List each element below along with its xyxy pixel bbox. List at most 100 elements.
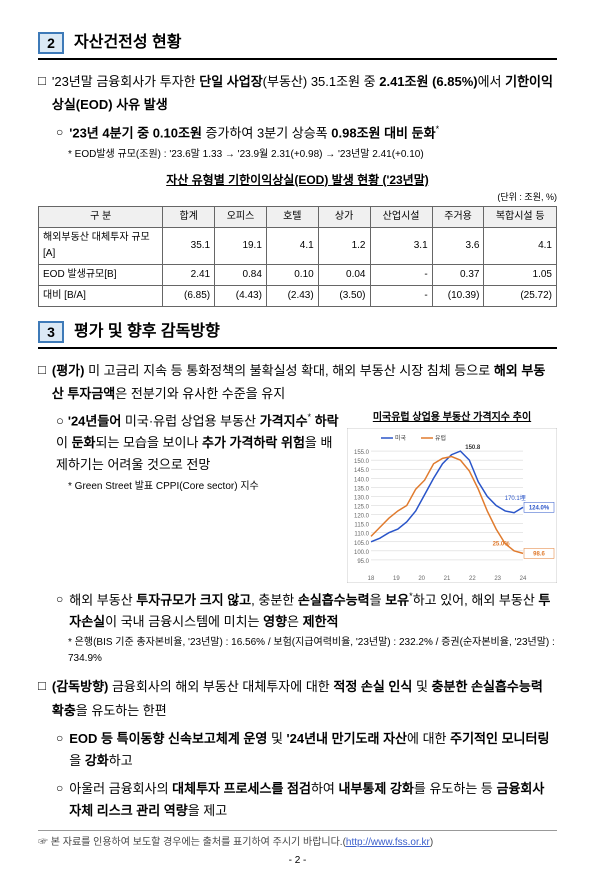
text-bold: 가격지수 bbox=[260, 413, 308, 428]
svg-text:23: 23 bbox=[494, 576, 501, 582]
svg-text:98.6: 98.6 bbox=[533, 551, 545, 557]
svg-text:18: 18 bbox=[368, 576, 375, 582]
text: 을 제고 bbox=[188, 803, 228, 818]
table-header: 오피스 bbox=[215, 207, 267, 228]
square-bullet-icon: □ bbox=[38, 359, 46, 406]
text-bold: 하락 bbox=[311, 413, 339, 428]
table-unit: (단위 : 조원, %) bbox=[38, 190, 557, 204]
table-cell: 1.05 bbox=[484, 265, 557, 286]
text: , 충분한 bbox=[251, 592, 298, 607]
text: 하여 bbox=[311, 781, 339, 796]
table-cell: (25.72) bbox=[484, 286, 557, 307]
text: 금융회사의 해외 부동산 대체투자에 대한 bbox=[108, 679, 333, 694]
svg-text:미국: 미국 bbox=[395, 434, 407, 442]
text: 되는 모습을 보이나 bbox=[96, 435, 203, 450]
text: 에 대한 bbox=[407, 731, 450, 746]
table-cell: - bbox=[370, 265, 432, 286]
section-2-header: 2 자산건전성 현황 bbox=[38, 30, 557, 60]
text: 에서 bbox=[478, 74, 506, 89]
table-cell: 3.1 bbox=[370, 228, 432, 265]
circle-bullet-icon: ○ bbox=[56, 413, 64, 428]
table-cell: 1.2 bbox=[318, 228, 370, 265]
table-cell: 35.1 bbox=[163, 228, 215, 265]
footer-text: ☞ 본 자료를 인용하여 보도할 경우에는 출처를 표기하여 주시기 바랍니다.… bbox=[38, 837, 346, 848]
svg-text:25.0%: 25.0% bbox=[493, 541, 511, 547]
table-cell: 4.1 bbox=[266, 228, 318, 265]
text-bold: 투자규모가 크지 않고 bbox=[136, 592, 251, 607]
text-bold: 손실흡수능력 bbox=[298, 592, 370, 607]
square-bullet-icon: □ bbox=[38, 675, 46, 722]
text: 및 bbox=[412, 679, 431, 694]
text-bold: 둔화 bbox=[72, 435, 96, 450]
text-bold: 대체투자 프로세스를 점검 bbox=[172, 781, 311, 796]
table-cell: 0.04 bbox=[318, 265, 370, 286]
table-row: 해외부동산 대체투자 규모[A]35.119.14.11.23.13.64.1 bbox=[39, 228, 557, 265]
text-bold: 0.98조원 대비 둔화 bbox=[331, 126, 435, 141]
text: '23년말 금융회사가 투자한 bbox=[52, 74, 199, 89]
text-bold: 적정 손실 인식 bbox=[333, 679, 412, 694]
svg-text:150.0: 150.0 bbox=[354, 459, 370, 465]
text: (부동산) 35.1조원 중 bbox=[263, 74, 380, 89]
s3-paragraph-1: □ (평가) 미 고금리 지속 등 통화정책의 불확실성 확대, 해외 부동산 … bbox=[38, 359, 557, 406]
text: 를 유도하는 등 bbox=[414, 781, 497, 796]
text-bold: 제한적 bbox=[303, 614, 339, 629]
text: 을 bbox=[69, 753, 85, 768]
svg-text:150.8: 150.8 bbox=[465, 445, 481, 451]
svg-text:105.0: 105.0 bbox=[354, 541, 370, 547]
text-bold: (평가) bbox=[52, 363, 85, 378]
s2-sub-1: ○ '23년 4분기 중 0.10조원 증가하여 3분기 상승폭 0.98조원 … bbox=[56, 122, 557, 144]
chart-note: * Green Street 발표 CPPI(Core sector) 지수 bbox=[68, 478, 339, 495]
svg-text:110.0: 110.0 bbox=[354, 531, 369, 537]
text: 미국·유럽 상업용 부동산 bbox=[121, 413, 259, 428]
svg-text:145.0: 145.0 bbox=[354, 468, 370, 474]
table-header: 상가 bbox=[318, 207, 370, 228]
text-bold: 강화 bbox=[85, 753, 109, 768]
section-3-number: 3 bbox=[38, 321, 64, 343]
text-bold: 보유 bbox=[385, 592, 409, 607]
table-cell: (10.39) bbox=[432, 286, 484, 307]
table-cell: (2.43) bbox=[266, 286, 318, 307]
text: 은 전분기와 유사한 수준을 유지 bbox=[115, 386, 285, 401]
table-cell: 대비 [B/A] bbox=[39, 286, 163, 307]
table-row: 대비 [B/A](6.85)(4.43)(2.43)(3.50)-(10.39)… bbox=[39, 286, 557, 307]
svg-text:95.0: 95.0 bbox=[357, 559, 369, 565]
section-3-title: 평가 및 향후 감독방향 bbox=[74, 319, 220, 345]
table-header: 호텔 bbox=[266, 207, 318, 228]
svg-text:22: 22 bbox=[469, 576, 476, 582]
text: 이 bbox=[56, 435, 72, 450]
svg-text:120.0: 120.0 bbox=[354, 513, 370, 519]
svg-text:130.0: 130.0 bbox=[354, 495, 370, 501]
chart-row: ○'24년들어 미국·유럽 상업용 부동산 가격지수* 하락이 둔화되는 모습을… bbox=[56, 410, 557, 583]
text-bold: (감독방향) bbox=[52, 679, 109, 694]
table-cell: (6.85) bbox=[163, 286, 215, 307]
svg-text:155.0: 155.0 bbox=[354, 450, 370, 456]
eod-table: 구 분합계오피스호텔상가산업시설주거용복합시설 등해외부동산 대체투자 규모[A… bbox=[38, 206, 557, 307]
s3-sub-2: ○ 해외 부동산 투자규모가 크지 않고, 충분한 손실흡수능력을 보유*하고 … bbox=[56, 589, 557, 634]
table-cell: 4.1 bbox=[484, 228, 557, 265]
page-number: - 2 - bbox=[38, 853, 557, 869]
table-cell: 해외부동산 대체투자 규모[A] bbox=[39, 228, 163, 265]
svg-text:125.0: 125.0 bbox=[354, 504, 370, 510]
table-cell: 2.41 bbox=[163, 265, 215, 286]
chart-title: 미국유럽 상업용 부동산 가격지수 추이 bbox=[347, 410, 557, 426]
text-bold: 내부통제 강화 bbox=[339, 781, 414, 796]
text: 해외 부동산 bbox=[69, 592, 136, 607]
footer-link[interactable]: http://www.fss.or.kr bbox=[346, 837, 430, 848]
svg-text:19: 19 bbox=[393, 576, 400, 582]
text: 및 bbox=[267, 731, 286, 746]
square-bullet-icon: □ bbox=[38, 70, 46, 117]
text: 아울러 금융회사의 bbox=[69, 781, 172, 796]
table-header: 구 분 bbox=[39, 207, 163, 228]
svg-text:170.1埋: 170.1埋 bbox=[505, 494, 526, 502]
section-3-header: 3 평가 및 향후 감독방향 bbox=[38, 319, 557, 349]
text: 하고 bbox=[109, 753, 133, 768]
svg-text:124.0%: 124.0% bbox=[529, 505, 550, 511]
line-chart-svg: 95.0100.0105.0110.0115.0120.0125.0130.01… bbox=[347, 428, 557, 583]
table-header: 합계 bbox=[163, 207, 215, 228]
svg-text:135.0: 135.0 bbox=[354, 486, 370, 492]
s2-paragraph-1: □ '23년말 금융회사가 투자한 단일 사업장(부동산) 35.1조원 중 2… bbox=[38, 70, 557, 117]
text-bold: EOD 등 특이동향 신속보고체계 운영 bbox=[69, 731, 267, 746]
section-2-number: 2 bbox=[38, 32, 64, 54]
circle-bullet-icon: ○ bbox=[56, 778, 63, 822]
svg-text:115.0: 115.0 bbox=[354, 522, 369, 528]
